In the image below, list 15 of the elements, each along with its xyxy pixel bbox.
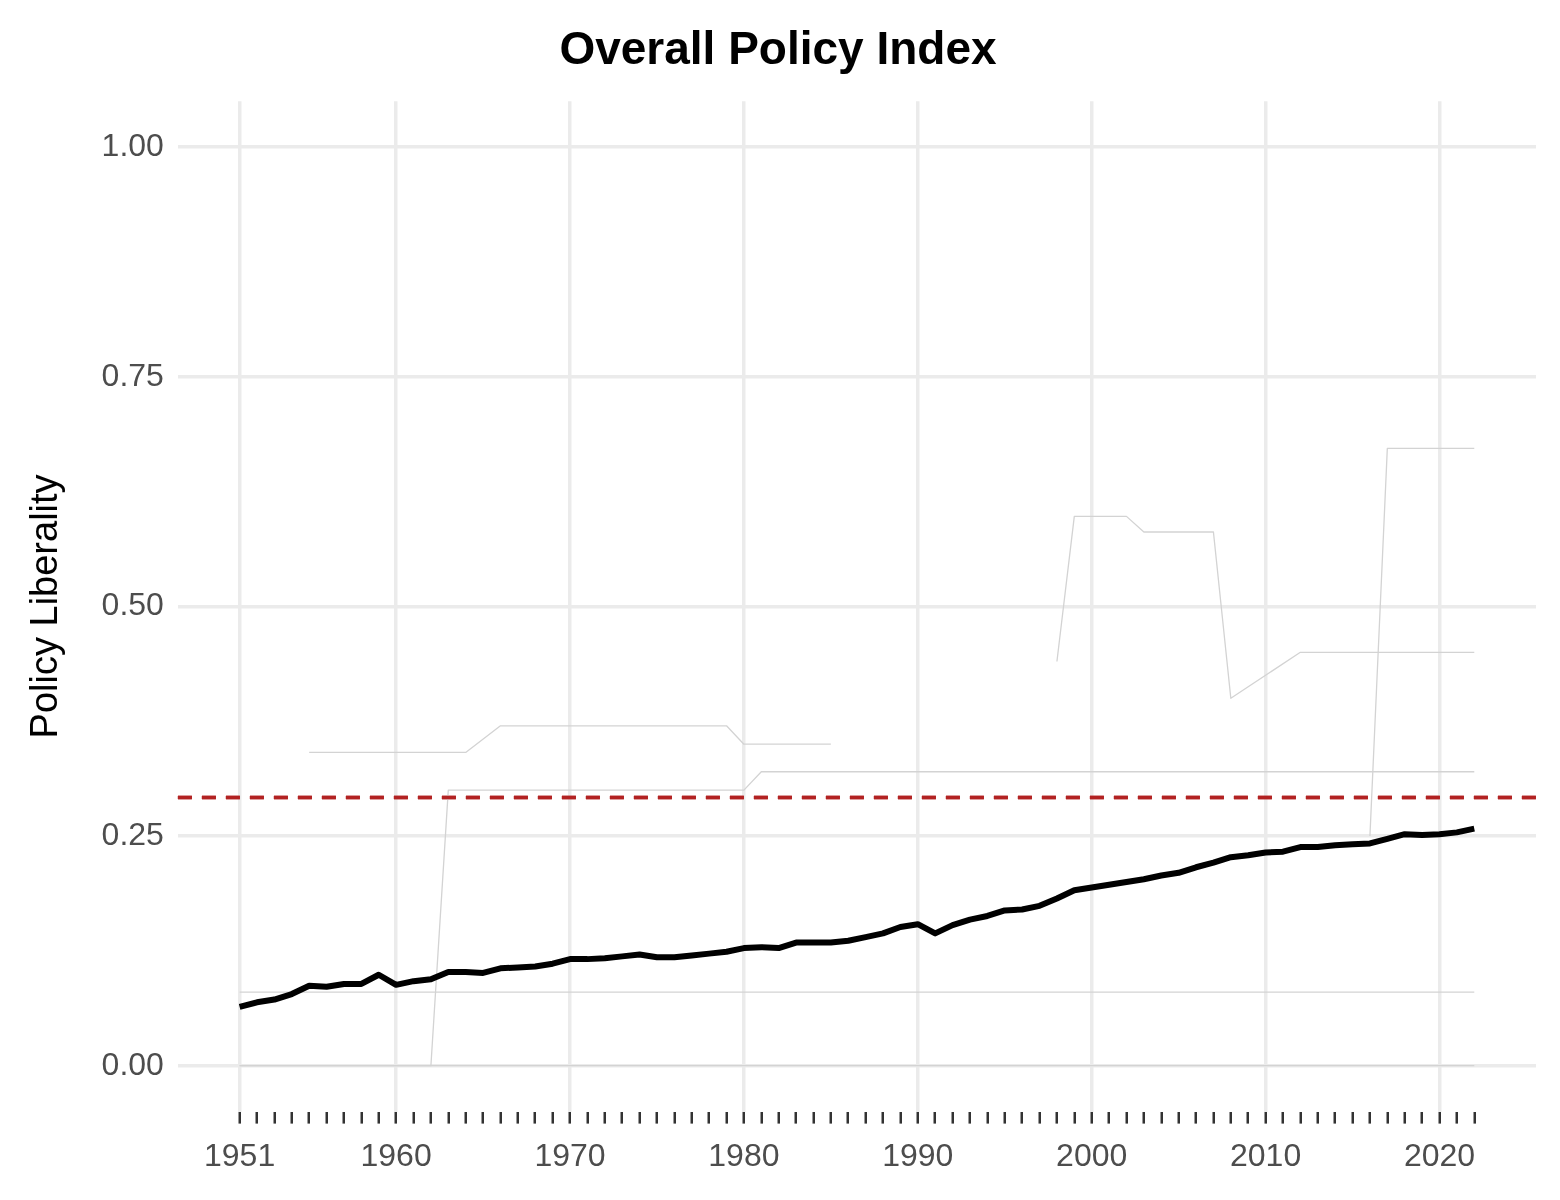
x-tick-label: 1980 — [708, 1136, 780, 1173]
y-tick-label: 0.75 — [101, 356, 164, 393]
x-tick-label: 1960 — [360, 1136, 432, 1173]
x-tick-label: 2020 — [1403, 1136, 1476, 1173]
y-tick-label: 0.25 — [101, 815, 164, 852]
x-tick-label: 1990 — [882, 1136, 954, 1173]
chart-title: Overall Policy Index — [559, 22, 998, 75]
x-tick-label: 2000 — [1056, 1136, 1128, 1173]
y-axis-title: Policy Liberality — [23, 474, 66, 739]
x-tick-label: 1951 — [204, 1136, 276, 1173]
x-tick-label: 2010 — [1230, 1136, 1302, 1173]
y-tick-label: 0.50 — [101, 586, 164, 623]
y-tick-label: 0.00 — [101, 1045, 164, 1082]
x-tick-label: 1970 — [534, 1136, 606, 1173]
y-tick-label: 1.00 — [101, 126, 164, 163]
